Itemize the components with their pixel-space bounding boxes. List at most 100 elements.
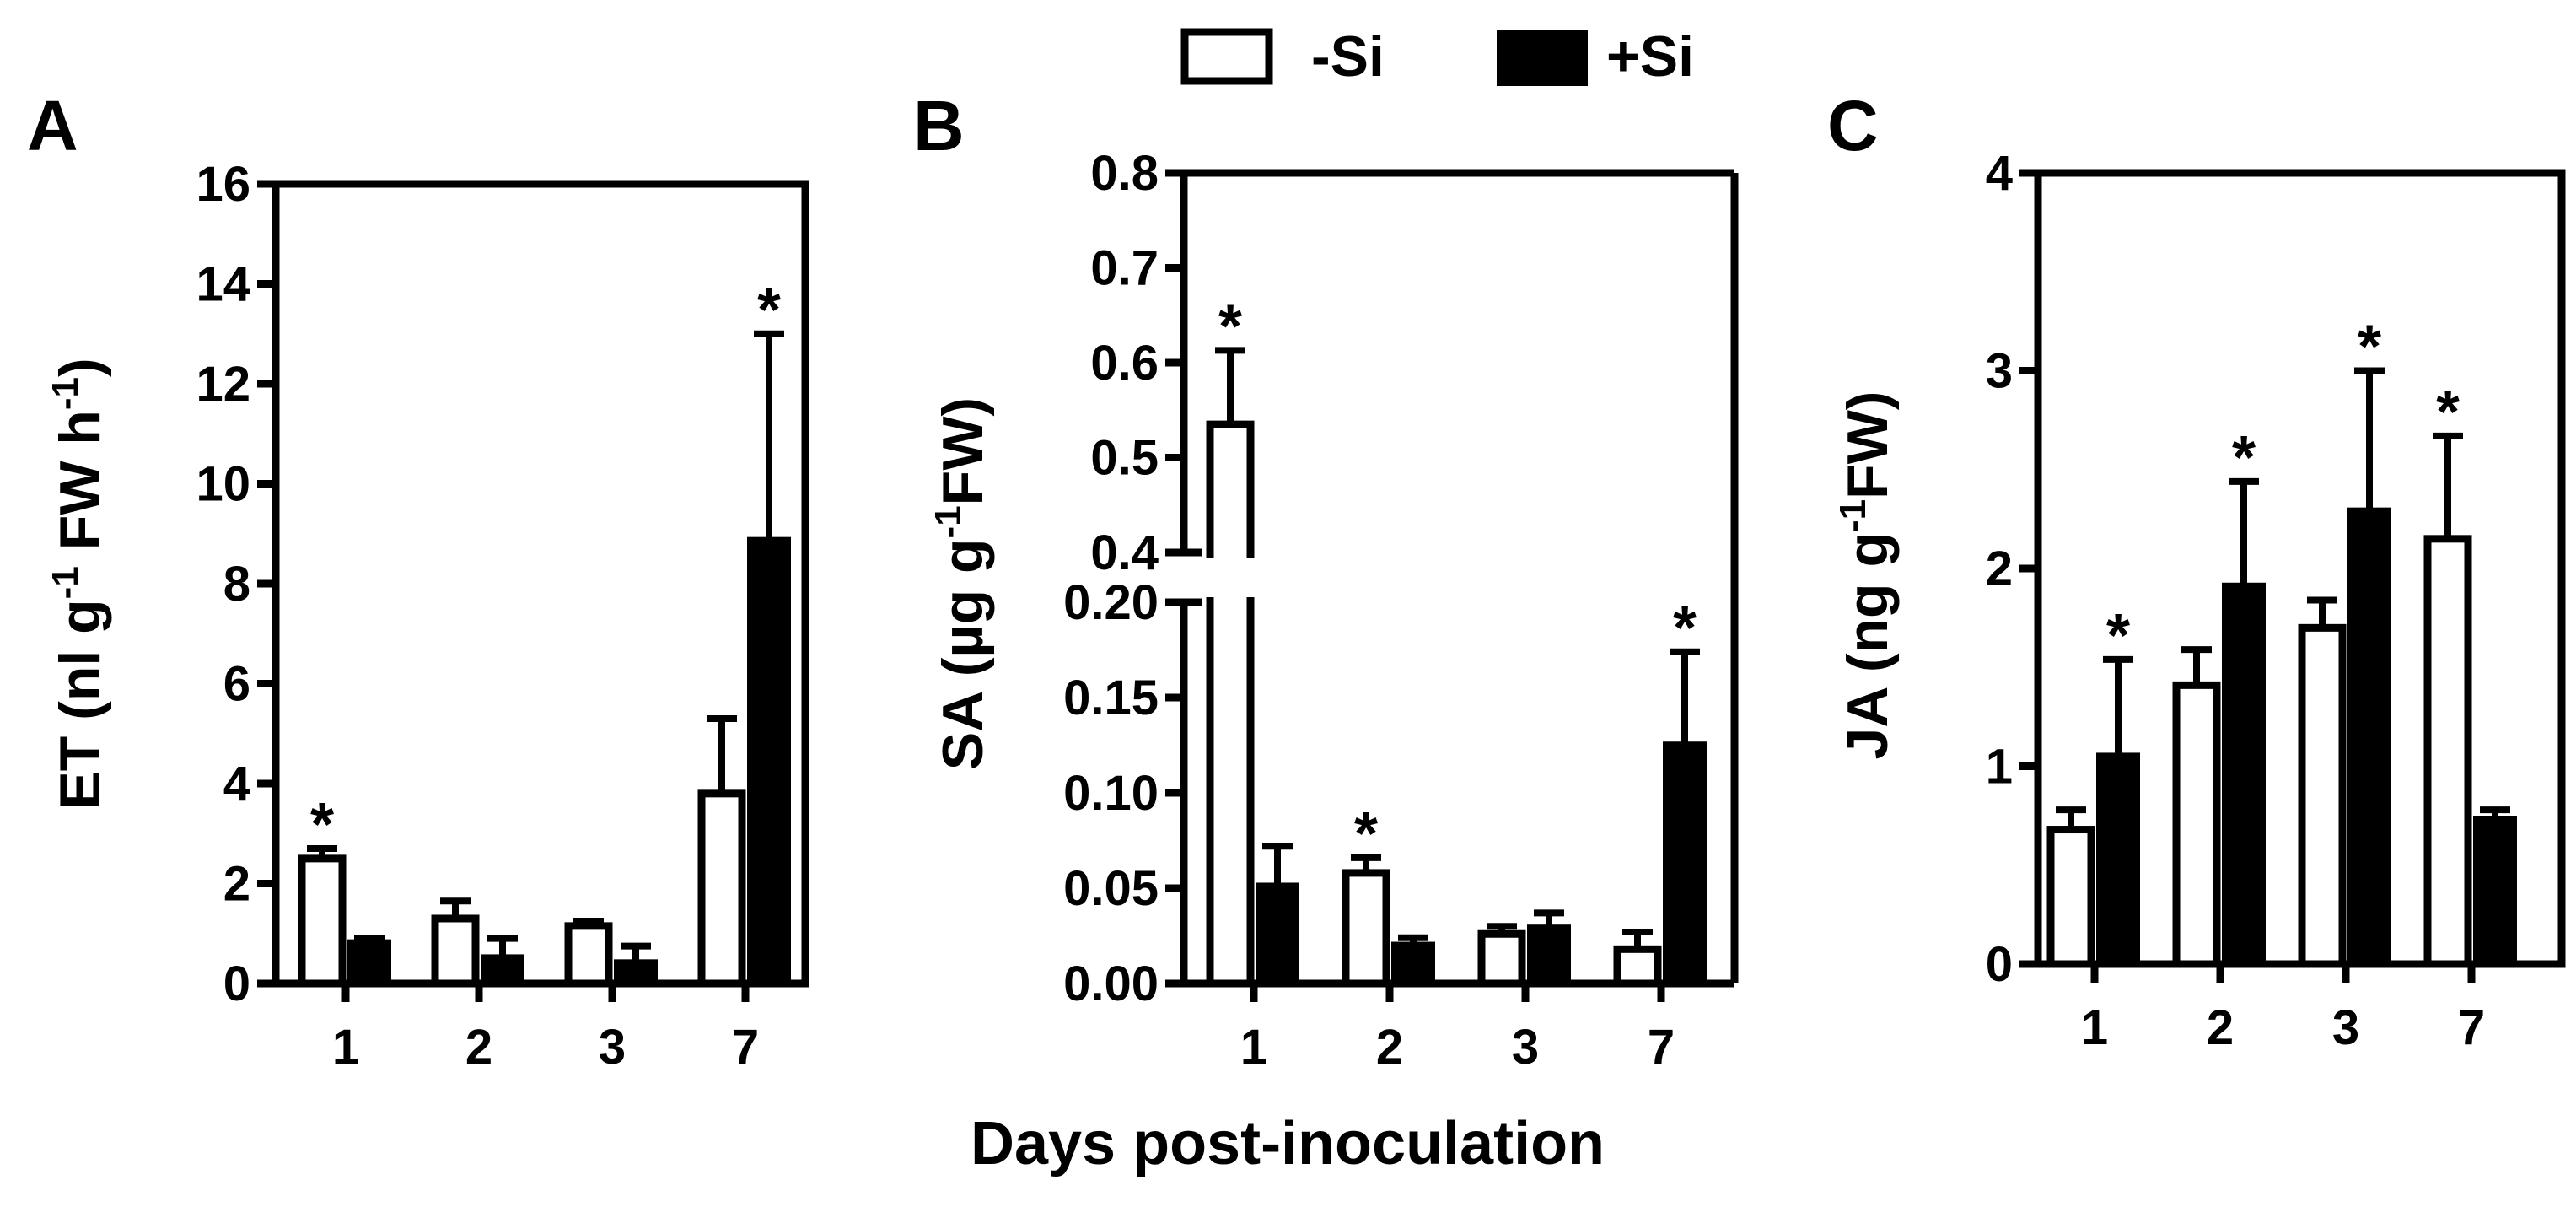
- y-tick-label: 1: [1986, 740, 2013, 795]
- bar-plus-si-day-2: [1391, 941, 1435, 986]
- bar-minus-si-day-2: [2172, 681, 2221, 968]
- y-axis-title: JA (ng g-1​FW): [1832, 391, 1900, 760]
- bar-minus-si-day-3: [1477, 929, 1526, 988]
- axis-break-gap: [1194, 558, 1724, 597]
- bar-plus-si-day-3: [2347, 507, 2391, 966]
- y-tick-label: 0.20: [1063, 575, 1159, 630]
- legend-swatch-plus-si: [1497, 30, 1588, 86]
- bar-plus-si-day-1: [2096, 752, 2140, 966]
- y-tick-label: 2: [1986, 542, 2013, 596]
- x-tick-label: 3: [1512, 1020, 1539, 1075]
- significance-star: *: [1673, 595, 1697, 662]
- bar-plus-si-day-3: [1527, 924, 1571, 985]
- y-axis-title: ET (nl g-1​ FW h-1​): [45, 358, 112, 809]
- bar-plus-si-day-7: [747, 536, 791, 985]
- legend-label-minus-si: -Si: [1311, 24, 1385, 89]
- y-axis-title-quantity: SA: [931, 676, 995, 770]
- y-tick-label: 8: [223, 557, 250, 612]
- y-axis-title-quantity: ET: [48, 720, 112, 810]
- bar-minus-si-day-7: [1613, 945, 1662, 988]
- panel-B: 0.00 0.05 0.10 0.15 0.200.4 0.5 0.6 0.7 0.8 SA (µ…: [913, 86, 1739, 1075]
- bar-minus-si-day-7: [697, 789, 746, 988]
- bar-minus-si-day-1: [1206, 420, 1255, 988]
- x-tick-label: 1: [332, 1020, 359, 1075]
- y-axis-title-unit: (nl g: [48, 599, 112, 720]
- x-tick-label: 2: [2207, 1000, 2234, 1055]
- bar-minus-si-day-7: [2423, 535, 2472, 968]
- significance-star: *: [310, 791, 334, 859]
- significance-star: *: [2436, 379, 2460, 446]
- x-tick-label: 1: [1240, 1020, 1267, 1075]
- panel-letter: A: [27, 86, 78, 165]
- x-tick-label: 2: [1376, 1020, 1403, 1075]
- bar-plus-si-day-1: [347, 939, 391, 985]
- y-tick-label: 12: [196, 357, 250, 412]
- y-tick-label: 3: [1986, 344, 2013, 399]
- x-tick-label: 3: [599, 1020, 626, 1075]
- bar-plus-si-day-2: [2222, 582, 2266, 966]
- x-tick-label: 1: [2081, 1000, 2108, 1055]
- y-axis-title-quantity: JA: [1836, 672, 1900, 759]
- bar-plus-si-day-2: [481, 954, 524, 985]
- y-tick-label: 0.10: [1063, 766, 1159, 821]
- y-axis-title-unit: ): [48, 358, 112, 377]
- x-tick-label: 7: [1648, 1020, 1675, 1075]
- legend-label-plus-si: +Si: [1606, 24, 1694, 89]
- significance-star: *: [757, 277, 781, 344]
- y-tick-label: 0.7: [1090, 241, 1159, 296]
- y-tick-label: 4: [1986, 146, 2013, 201]
- legend-swatch-minus-si: [1180, 28, 1273, 85]
- significance-star: *: [1354, 800, 1378, 868]
- y-tick-label: 0.4: [1090, 525, 1159, 580]
- y-axis-title-superscript: -1: [45, 566, 86, 599]
- y-tick-label: 0.5: [1090, 431, 1159, 486]
- x-axis-title: Days post-inoculation: [971, 1110, 1605, 1177]
- x-tick-label: 2: [465, 1020, 492, 1075]
- y-axis-title-superscript: -1: [928, 505, 969, 538]
- bar-plus-si-day-7: [1663, 741, 1707, 985]
- panel-C: 0 1 2 3 4 JA (ng g-1​FW) C 1 2 3 7 * * * *: [1827, 86, 2566, 1055]
- y-tick-label: 0.6: [1090, 336, 1159, 391]
- x-tick-label: 3: [2332, 1000, 2359, 1055]
- y-axis-title-unit: FW): [1836, 391, 1900, 499]
- y-axis-title: SA (µg g-1​FW): [928, 397, 995, 770]
- y-tick-label: 0: [1986, 937, 2013, 992]
- y-tick-label: 0.05: [1063, 861, 1159, 916]
- x-tick-label: 7: [2458, 1000, 2485, 1055]
- y-axis-title-unit: FW): [931, 397, 995, 505]
- significance-star: *: [2106, 602, 2130, 670]
- y-axis-title-superscript: -1: [1832, 499, 1874, 532]
- panel-letter: C: [1827, 86, 1879, 165]
- bar-minus-si-day-2: [431, 914, 480, 988]
- bar-plus-si-day-3: [614, 959, 658, 986]
- y-axis-title-unit: (µg g: [931, 538, 995, 676]
- y-tick-label: 10: [196, 457, 250, 512]
- y-tick-label: 0: [223, 956, 250, 1011]
- legend: -Si +Si: [1180, 24, 1694, 89]
- y-axis-title-unit: (ng g: [1836, 532, 1900, 672]
- panel-letter: B: [913, 86, 965, 165]
- significance-star: *: [2232, 424, 2256, 492]
- y-tick-label: 16: [196, 157, 250, 212]
- x-tick-label: 7: [732, 1020, 759, 1075]
- y-tick-label: 0.15: [1063, 671, 1159, 725]
- bar-minus-si-day-2: [1342, 869, 1390, 988]
- y-tick-label: 0.00: [1063, 956, 1159, 1011]
- y-tick-label: 0.8: [1090, 146, 1159, 201]
- y-tick-label: 14: [196, 257, 250, 312]
- bar-minus-si-day-1: [2046, 826, 2095, 968]
- y-axis-title-superscript: -1: [45, 377, 86, 410]
- significance-star: *: [2358, 314, 2381, 381]
- bar-minus-si-day-1: [298, 854, 347, 988]
- bar-plus-si-day-7: [2473, 816, 2517, 966]
- significance-star: *: [1218, 293, 1242, 360]
- y-tick-label: 2: [223, 857, 250, 912]
- bar-plus-si-day-1: [1256, 882, 1299, 985]
- bar-minus-si-day-3: [2298, 623, 2347, 968]
- y-tick-label: 4: [223, 757, 250, 811]
- y-tick-label: 6: [223, 657, 250, 712]
- bar-minus-si-day-3: [564, 922, 613, 988]
